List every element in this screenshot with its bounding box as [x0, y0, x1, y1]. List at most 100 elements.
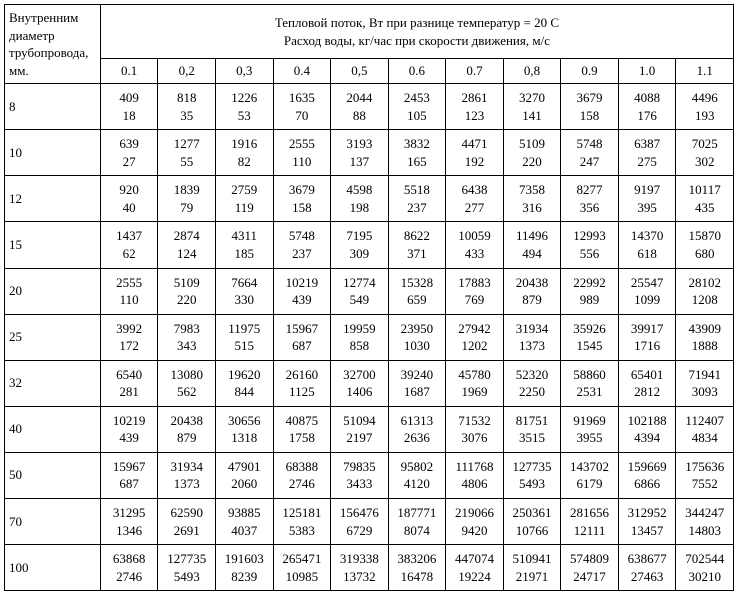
- water-flow-value: 247: [580, 153, 600, 171]
- data-cell: 57480924717: [561, 545, 619, 591]
- heat-flow-value: 65401: [631, 366, 664, 384]
- water-flow-value: 237: [407, 199, 427, 217]
- water-flow-value: 618: [637, 245, 657, 263]
- water-flow-value: 879: [177, 429, 197, 447]
- water-flow-value: 1125: [289, 383, 315, 401]
- data-cell: 392401687: [388, 360, 446, 406]
- heat-flow-value: 1226: [231, 89, 257, 107]
- table-row: 2025551105109220766433010219439127745491…: [5, 268, 734, 314]
- water-flow-value: 433: [465, 245, 485, 263]
- data-cell: 1756367552: [676, 452, 734, 498]
- water-flow-value: 4394: [634, 429, 660, 447]
- water-flow-value: 9420: [461, 522, 487, 540]
- water-flow-value: 1888: [692, 337, 718, 355]
- water-flow-value: 12111: [574, 522, 606, 540]
- data-cell: 4471192: [446, 130, 504, 176]
- heat-flow-value: 112407: [685, 412, 724, 430]
- water-flow-value: 277: [465, 199, 485, 217]
- water-flow-value: 198: [350, 199, 370, 217]
- data-cell: 26547110985: [273, 545, 331, 591]
- heat-flow-value: 5109: [174, 274, 200, 292]
- data-cell: 143762: [100, 222, 158, 268]
- heat-flow-value: 344247: [685, 504, 724, 522]
- heat-flow-value: 35926: [573, 320, 606, 338]
- water-flow-value: 1545: [577, 337, 603, 355]
- water-flow-value: 220: [522, 153, 542, 171]
- heat-flow-value: 3832: [404, 135, 430, 153]
- col-header: 0.9: [561, 59, 619, 84]
- heat-flow-value: 102188: [628, 412, 667, 430]
- data-cell: 7025302: [676, 130, 734, 176]
- table-row: 4010219439204388793065613184087517585109…: [5, 406, 734, 452]
- water-flow-value: 185: [235, 245, 255, 263]
- data-cell: 19959858: [331, 314, 389, 360]
- heat-flow-value: 51094: [343, 412, 376, 430]
- data-cell: 40918: [100, 84, 158, 130]
- water-flow-value: 4834: [692, 429, 718, 447]
- heat-flow-value: 63868: [113, 550, 146, 568]
- data-cell: 25036110766: [503, 499, 561, 545]
- water-flow-value: 237: [292, 245, 312, 263]
- data-cell: 625902691: [158, 499, 216, 545]
- heat-flow-value: 15870: [688, 227, 721, 245]
- data-cell: 20438879: [158, 406, 216, 452]
- heat-flow-value: 1916: [231, 135, 257, 153]
- heat-flow-value: 20438: [170, 412, 203, 430]
- water-flow-value: 1099: [634, 291, 660, 309]
- data-cell: 7664330: [216, 268, 274, 314]
- header-line-2: Расход воды, кг/час при скорости движени…: [105, 32, 729, 50]
- heat-flow-value: 10117: [689, 181, 721, 199]
- water-flow-value: 1318: [231, 429, 257, 447]
- water-flow-value: 2812: [634, 383, 660, 401]
- water-flow-value: 687: [292, 337, 312, 355]
- heat-flow-value: 8277: [577, 181, 603, 199]
- water-flow-value: 309: [350, 245, 370, 263]
- table-row: 2539921727983343119755151596768719959858…: [5, 314, 734, 360]
- water-flow-value: 1208: [692, 291, 718, 309]
- water-flow-value: 2250: [519, 383, 545, 401]
- water-flow-value: 2746: [116, 568, 142, 586]
- water-flow-value: 10766: [516, 522, 549, 540]
- water-flow-value: 21971: [516, 568, 549, 586]
- data-cell: 15967687: [100, 452, 158, 498]
- heat-flow-value: 12774: [343, 274, 376, 292]
- heat-flow-value: 79835: [343, 458, 376, 476]
- data-cell: 8622371: [388, 222, 446, 268]
- heat-flow-value: 11975: [228, 320, 260, 338]
- water-flow-value: 302: [695, 153, 715, 171]
- table-body: 8409188183512265316357020448824531052861…: [5, 84, 734, 591]
- heat-flow-value: 702544: [685, 550, 724, 568]
- data-cell: 2453105: [388, 84, 446, 130]
- water-flow-value: 13457: [631, 522, 664, 540]
- heat-flow-value: 31295: [113, 504, 146, 522]
- data-cell: 3832165: [388, 130, 446, 176]
- data-cell: 6387275: [618, 130, 676, 176]
- water-flow-value: 556: [580, 245, 600, 263]
- water-flow-value: 158: [580, 107, 600, 125]
- data-cell: 1277355493: [158, 545, 216, 591]
- heat-flow-value: 3992: [116, 320, 142, 338]
- heat-flow-value: 447074: [455, 550, 494, 568]
- heat-flow-value: 1277: [174, 135, 200, 153]
- data-cell: 798353433: [331, 452, 389, 498]
- heat-flow-value: 25547: [631, 274, 664, 292]
- data-cell: 654012812: [618, 360, 676, 406]
- water-flow-value: 16478: [401, 568, 434, 586]
- heat-flow-value: 22992: [573, 274, 606, 292]
- heat-flow-value: 30656: [228, 412, 261, 430]
- header-line-1: Тепловой поток, Вт при разнице температу…: [105, 14, 729, 32]
- water-flow-value: 8074: [404, 522, 430, 540]
- data-cell: 1916038239: [216, 545, 274, 591]
- water-flow-value: 30210: [688, 568, 721, 586]
- data-cell: 4598198: [331, 176, 389, 222]
- heat-flow-value: 510941: [513, 550, 552, 568]
- data-cell: 34424714803: [676, 499, 734, 545]
- water-flow-value: 13732: [343, 568, 376, 586]
- water-flow-value: 6729: [346, 522, 372, 540]
- data-cell: 4311185: [216, 222, 274, 268]
- heat-flow-value: 2759: [231, 181, 257, 199]
- data-cell: 122653: [216, 84, 274, 130]
- data-cell: 1596696866: [618, 452, 676, 498]
- data-cell: 4496193: [676, 84, 734, 130]
- data-cell: 2555110: [100, 268, 158, 314]
